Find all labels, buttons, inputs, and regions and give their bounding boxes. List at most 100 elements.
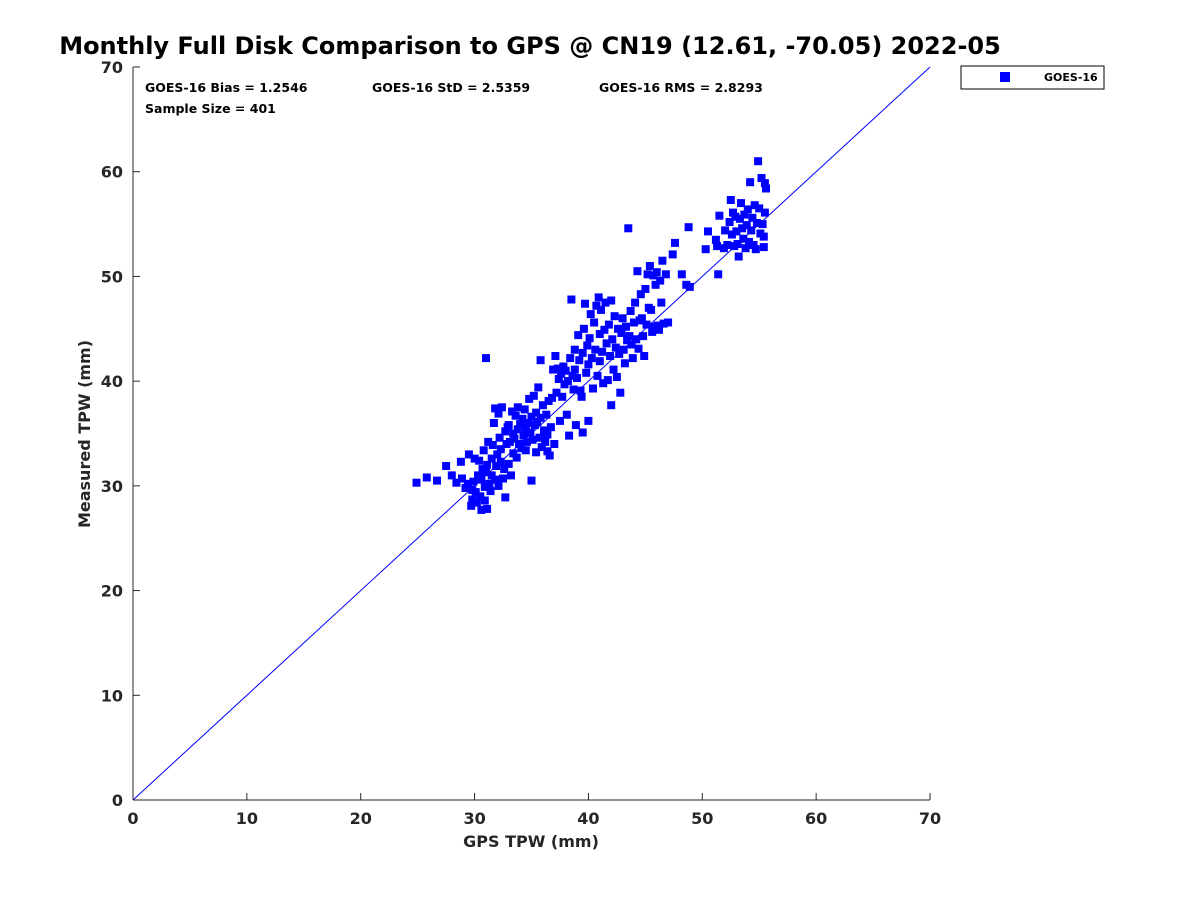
data-point xyxy=(469,477,478,486)
data-point xyxy=(747,226,756,235)
data-point xyxy=(618,314,627,323)
data-point xyxy=(656,276,665,285)
data-point xyxy=(642,320,651,329)
data-point xyxy=(488,441,497,449)
data-point xyxy=(582,368,591,377)
data-point xyxy=(595,330,604,338)
y-tick-label: 10 xyxy=(101,686,123,705)
data-point xyxy=(529,391,538,400)
x-tick-label: 70 xyxy=(919,809,941,828)
data-point xyxy=(579,324,588,333)
data-point xyxy=(727,230,736,239)
data-point xyxy=(525,394,534,403)
data-point xyxy=(507,471,515,480)
data-point xyxy=(734,252,743,261)
data-point xyxy=(477,475,486,484)
data-point xyxy=(522,437,531,446)
data-point xyxy=(541,437,550,446)
data-point xyxy=(472,498,481,507)
std-stat: GOES-16 StD = 2.5359 xyxy=(372,80,530,95)
data-point xyxy=(725,218,734,226)
data-point xyxy=(624,224,633,233)
data-point xyxy=(526,428,535,437)
data-point xyxy=(584,416,593,425)
legend-label-goes16: GOES-16 xyxy=(1044,71,1098,84)
data-point xyxy=(536,356,545,365)
data-point xyxy=(585,334,594,343)
y-tick-label: 0 xyxy=(112,791,123,810)
chart-title: Monthly Full Disk Comparison to GPS @ CN… xyxy=(59,32,1001,60)
data-point xyxy=(653,321,662,330)
data-point xyxy=(601,298,610,307)
x-axis-label: GPS TPW (mm) xyxy=(463,832,599,851)
data-point xyxy=(463,479,472,488)
data-point xyxy=(571,421,580,430)
data-point xyxy=(731,212,740,221)
data-point xyxy=(533,418,542,426)
data-point xyxy=(598,347,607,356)
data-point xyxy=(643,270,652,279)
data-point xyxy=(447,471,456,480)
x-tick-label: 0 xyxy=(127,809,138,828)
data-point xyxy=(563,377,572,386)
data-point xyxy=(575,356,584,365)
data-point xyxy=(658,256,667,265)
data-point xyxy=(569,385,578,394)
data-point xyxy=(748,213,757,222)
data-point xyxy=(422,473,431,482)
data-point xyxy=(570,345,579,354)
data-point xyxy=(487,471,496,480)
legend: GOES-16 xyxy=(960,65,1105,90)
data-point xyxy=(532,448,541,457)
data-point xyxy=(517,444,526,453)
data-point xyxy=(483,460,492,469)
data-point xyxy=(713,242,722,251)
data-point xyxy=(668,250,677,259)
data-point xyxy=(538,401,547,410)
data-point xyxy=(755,204,764,213)
data-point xyxy=(528,435,537,444)
data-point xyxy=(510,434,519,443)
data-point xyxy=(475,456,484,465)
data-point xyxy=(664,318,673,327)
data-point xyxy=(602,339,611,348)
data-point xyxy=(501,427,510,436)
data-point xyxy=(757,174,766,182)
data-point xyxy=(608,335,617,344)
data-point xyxy=(616,388,625,397)
data-point xyxy=(524,419,533,427)
data-point xyxy=(640,352,649,360)
data-point xyxy=(482,468,490,477)
data-point xyxy=(637,314,646,323)
data-point xyxy=(617,329,626,337)
scatter-points xyxy=(412,157,770,514)
data-point xyxy=(493,450,502,459)
y-tick-label: 30 xyxy=(101,477,123,496)
data-point xyxy=(534,383,543,392)
data-point xyxy=(677,270,686,279)
x-ticks: 0 10 20 30 40 50 60 70 xyxy=(127,793,941,828)
data-point xyxy=(537,443,546,452)
data-point xyxy=(636,290,645,299)
data-point xyxy=(484,437,493,446)
data-point xyxy=(557,369,566,378)
data-point xyxy=(583,341,592,350)
data-point xyxy=(612,373,621,381)
data-point xyxy=(723,241,732,249)
data-point xyxy=(535,433,544,442)
data-point xyxy=(577,392,586,401)
data-point xyxy=(452,478,461,487)
data-point xyxy=(521,424,530,433)
data-point xyxy=(751,245,760,254)
data-point xyxy=(749,241,758,249)
data-point xyxy=(758,220,767,229)
data-point xyxy=(651,280,660,289)
data-point xyxy=(509,429,518,438)
data-point xyxy=(532,408,541,417)
data-point xyxy=(721,226,730,235)
y-tick-label: 40 xyxy=(101,372,123,391)
data-point xyxy=(619,345,628,354)
data-point xyxy=(474,471,482,480)
data-point xyxy=(657,298,666,307)
data-point xyxy=(468,495,477,504)
